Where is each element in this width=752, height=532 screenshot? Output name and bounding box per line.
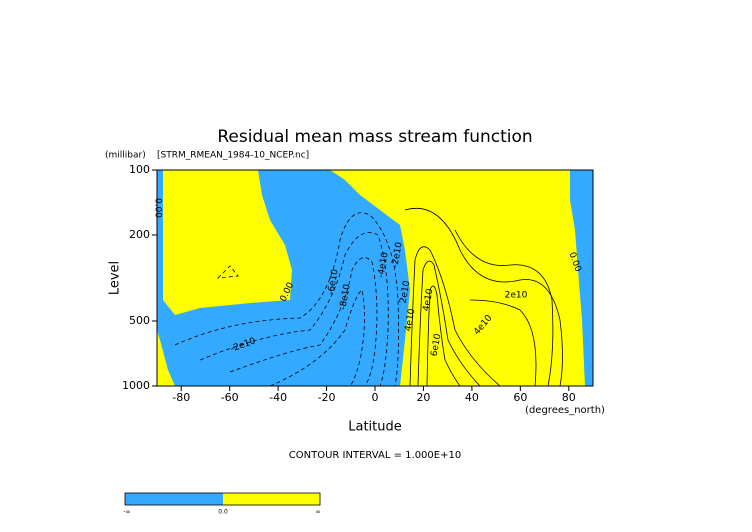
contour-line bbox=[199, 232, 389, 387]
x-tick-label: 20 bbox=[416, 391, 430, 404]
contour-line bbox=[174, 212, 399, 387]
colorbar-label: 0.0 bbox=[218, 509, 228, 516]
x-tick-label: -40 bbox=[269, 391, 287, 404]
contour-line bbox=[269, 289, 365, 387]
contour-label: 2e10 bbox=[399, 280, 413, 304]
contour-label: 4e10 bbox=[404, 308, 418, 332]
contour-line bbox=[454, 229, 554, 387]
x-unit: (degrees_north) bbox=[525, 405, 605, 416]
y-tick-label: 200 bbox=[129, 228, 150, 241]
footnote: CONTOUR INTERVAL = 1.000E+10 bbox=[289, 450, 461, 461]
x-tick-label: -20 bbox=[318, 391, 336, 404]
colorbar-negative bbox=[125, 493, 223, 505]
contour-line bbox=[216, 265, 239, 279]
colorbar-frame bbox=[124, 492, 321, 506]
x-tick-label: 60 bbox=[513, 391, 527, 404]
colorbar-positive bbox=[223, 493, 320, 505]
colorbar-label: -∞ bbox=[123, 509, 130, 516]
contour-label: 4e10 bbox=[422, 288, 436, 312]
contour-line bbox=[409, 246, 501, 387]
contour-label: 6e10 bbox=[430, 333, 444, 357]
y-tick-label: 500 bbox=[129, 314, 150, 327]
plot-area bbox=[156, 169, 594, 387]
contour-line bbox=[426, 285, 461, 387]
x-tick-label: -80 bbox=[172, 391, 190, 404]
y-unit: (millibar) bbox=[105, 151, 146, 161]
contour-line bbox=[404, 208, 563, 387]
x-tick-label: -60 bbox=[221, 391, 239, 404]
chart-title: Residual mean mass stream function bbox=[217, 127, 532, 147]
negative-region bbox=[157, 170, 410, 386]
x-tick-label: 0 bbox=[372, 391, 379, 404]
negative-region bbox=[570, 170, 593, 386]
contour-label: -2e10 bbox=[390, 241, 404, 269]
contour-label: 0.00 bbox=[153, 198, 163, 218]
contour-line bbox=[417, 260, 481, 387]
contour-label: -8e10 bbox=[338, 283, 352, 311]
contour-label: -4e10 bbox=[376, 251, 390, 279]
x-tick-label: 80 bbox=[562, 391, 576, 404]
x-tick-label: 40 bbox=[465, 391, 479, 404]
y-tick-label: 1000 bbox=[122, 379, 150, 392]
contour-label: 2e10 bbox=[505, 291, 528, 301]
x-axis-label: Latitude bbox=[348, 420, 402, 435]
contour-label: -6e10 bbox=[326, 268, 340, 296]
contour-line bbox=[469, 299, 537, 387]
y-axis-label: Level bbox=[108, 261, 123, 295]
colorbar-label: ∞ bbox=[316, 509, 321, 516]
subtitle: [STRM_RMEAN_1984-10_NCEP.nc] bbox=[157, 151, 309, 161]
y-tick-label: 100 bbox=[129, 163, 150, 176]
